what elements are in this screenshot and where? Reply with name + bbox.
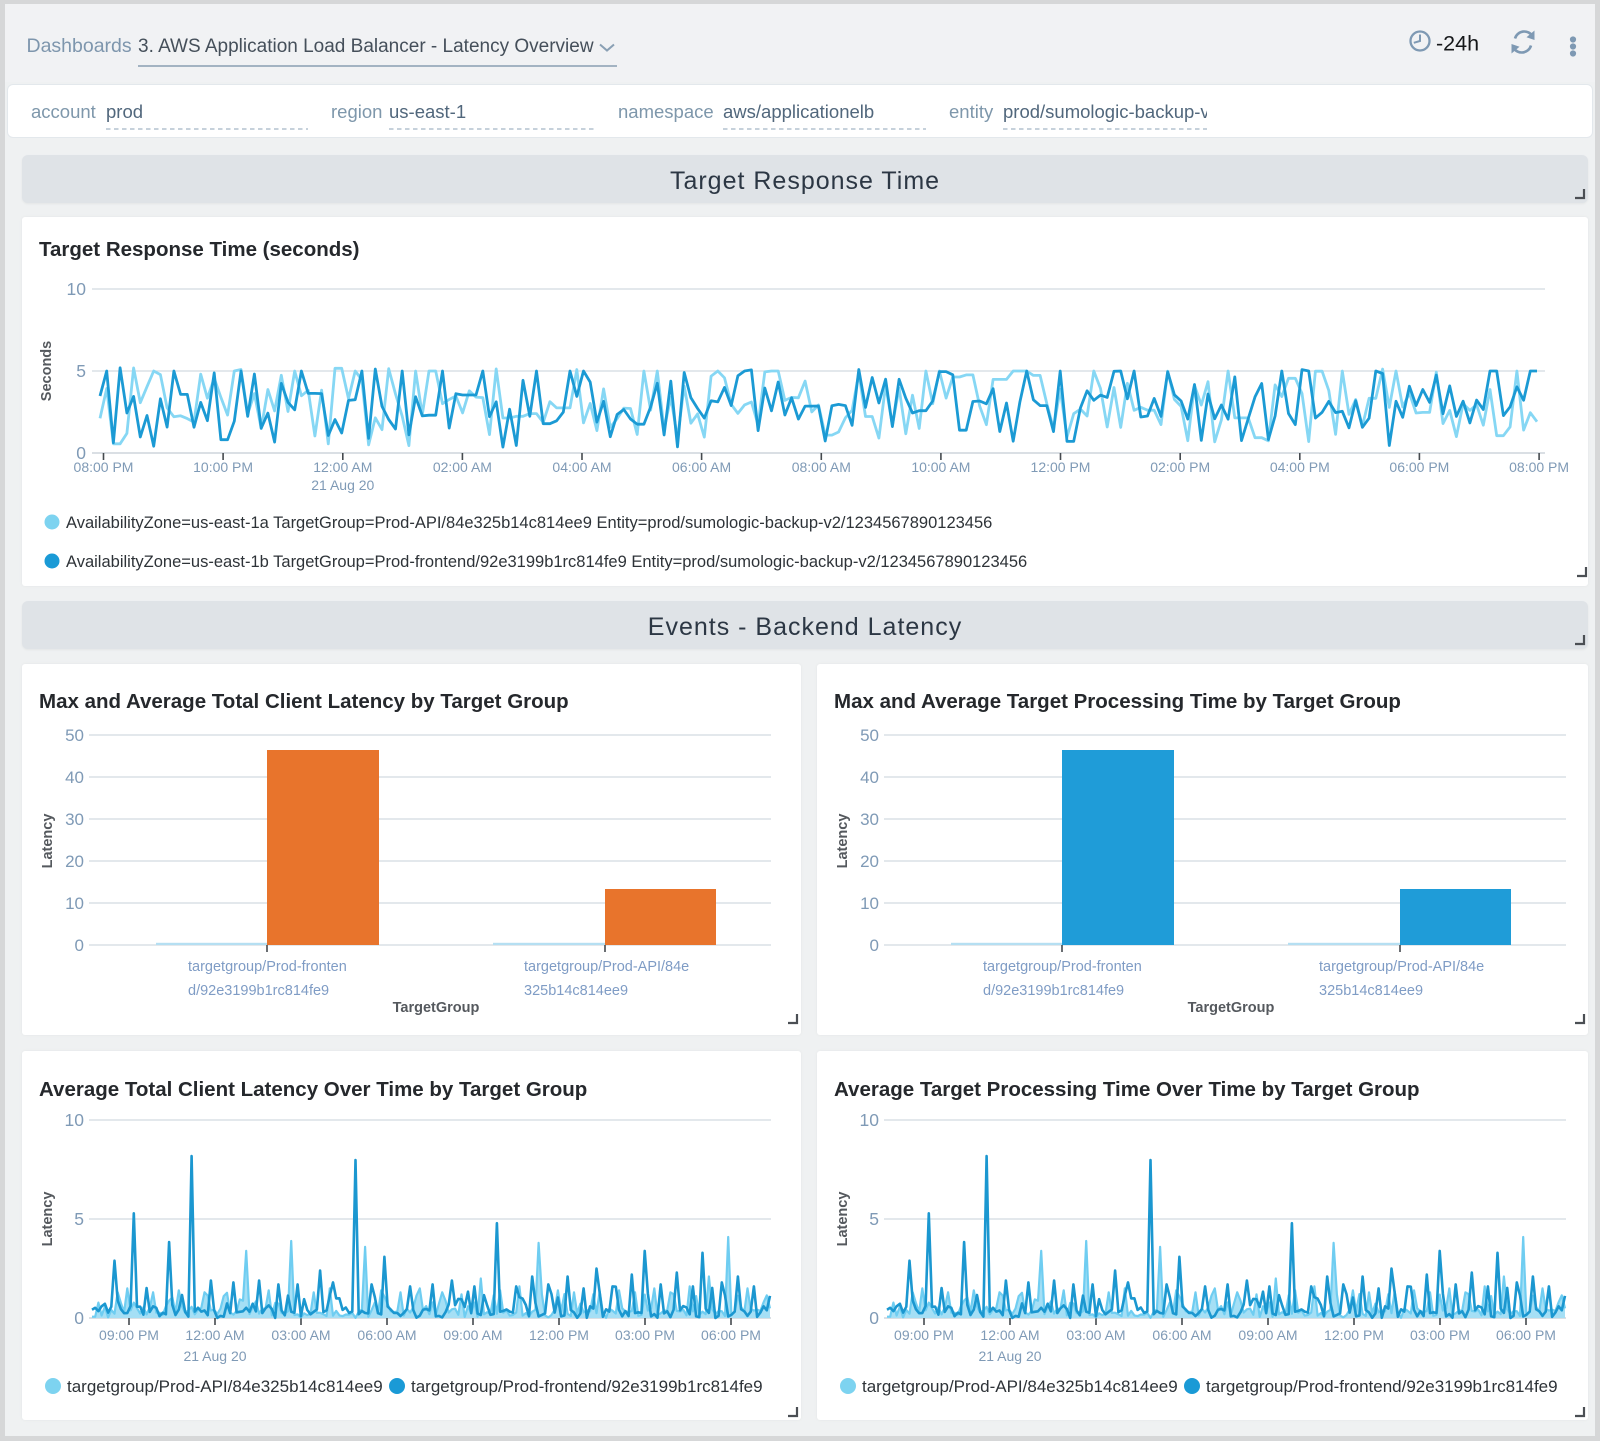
svg-text:09:00 AM: 09:00 AM — [1238, 1327, 1297, 1343]
svg-text:AvailabilityZone=us-east-1b Ta: AvailabilityZone=us-east-1b TargetGroup=… — [66, 553, 1027, 571]
svg-text:Latency: Latency — [40, 1192, 56, 1247]
svg-text:10: 10 — [860, 1110, 880, 1130]
svg-text:09:00 PM: 09:00 PM — [894, 1327, 954, 1343]
svg-text:12:00 AM: 12:00 AM — [313, 459, 372, 475]
svg-text:50: 50 — [65, 726, 84, 745]
svg-text:Dashboards: Dashboards — [27, 35, 132, 57]
svg-text:10: 10 — [65, 894, 84, 913]
svg-text:08:00 PM: 08:00 PM — [74, 459, 134, 475]
svg-text:5: 5 — [76, 361, 86, 381]
svg-text:03:00 PM: 03:00 PM — [615, 1327, 675, 1343]
svg-text:12:00 AM: 12:00 AM — [185, 1327, 244, 1343]
svg-text:Latency: Latency — [835, 1192, 851, 1247]
svg-text:20: 20 — [860, 852, 879, 871]
svg-text:TargetGroup: TargetGroup — [393, 1000, 480, 1016]
svg-text:12:00 PM: 12:00 PM — [1324, 1327, 1384, 1343]
svg-text:targetgroup/Prod-fronten: targetgroup/Prod-fronten — [188, 959, 347, 975]
svg-text:21 Aug 20: 21 Aug 20 — [183, 1348, 246, 1364]
svg-text:targetgroup/Prod-API/84e325b14: targetgroup/Prod-API/84e325b14c814ee9 — [67, 1377, 383, 1396]
svg-text:09:00 AM: 09:00 AM — [443, 1327, 502, 1343]
svg-text:30: 30 — [860, 810, 879, 829]
svg-text:06:00 PM: 06:00 PM — [701, 1327, 761, 1343]
svg-text:0: 0 — [75, 936, 84, 955]
svg-text:d/92e3199b1rc814fe9: d/92e3199b1rc814fe9 — [188, 983, 329, 999]
svg-text:-24h: -24h — [1436, 32, 1479, 56]
svg-text:Average Total Client Latency O: Average Total Client Latency Over Time b… — [39, 1078, 587, 1101]
svg-text:21 Aug 20: 21 Aug 20 — [311, 477, 374, 493]
svg-text:namespace: namespace — [618, 101, 714, 122]
svg-text:0: 0 — [76, 443, 86, 463]
svg-text:0: 0 — [74, 1308, 84, 1328]
svg-text:04:00 PM: 04:00 PM — [1270, 459, 1330, 475]
svg-text:12:00 PM: 12:00 PM — [1031, 459, 1091, 475]
svg-text:5: 5 — [869, 1209, 879, 1229]
svg-text:06:00 AM: 06:00 AM — [1152, 1327, 1211, 1343]
svg-text:20: 20 — [65, 852, 84, 871]
svg-text:40: 40 — [860, 768, 879, 787]
svg-text:03:00 PM: 03:00 PM — [1410, 1327, 1470, 1343]
svg-text:03:00 AM: 03:00 AM — [271, 1327, 330, 1343]
svg-text:d/92e3199b1rc814fe9: d/92e3199b1rc814fe9 — [983, 983, 1124, 999]
svg-text:Target Response Time (seconds): Target Response Time (seconds) — [39, 238, 360, 261]
svg-text:12:00 AM: 12:00 AM — [980, 1327, 1039, 1343]
svg-text:10:00 AM: 10:00 AM — [911, 459, 970, 475]
svg-text:targetgroup/Prod-frontend/92e3: targetgroup/Prod-frontend/92e3199b1rc814… — [1206, 1377, 1558, 1396]
svg-text:3. AWS Application Load Balanc: 3. AWS Application Load Balancer - Laten… — [138, 36, 594, 57]
svg-text:prod/sumologic-backup-v2/12345: prod/sumologic-backup-v2/12345 — [1003, 101, 1277, 122]
svg-text:us-east-1: us-east-1 — [389, 101, 466, 122]
svg-text:Average Target Processing Time: Average Target Processing Time Over Time… — [834, 1078, 1420, 1101]
svg-text:targetgroup/Prod-fronten: targetgroup/Prod-fronten — [983, 959, 1142, 975]
svg-text:10: 10 — [860, 894, 879, 913]
svg-text:40: 40 — [65, 768, 84, 787]
svg-text:21 Aug 20: 21 Aug 20 — [978, 1348, 1041, 1364]
svg-text:09:00 PM: 09:00 PM — [99, 1327, 159, 1343]
svg-text:Max and Average Total Client L: Max and Average Total Client Latency by … — [39, 690, 569, 713]
svg-text:02:00 PM: 02:00 PM — [1150, 459, 1210, 475]
svg-text:06:00 AM: 06:00 AM — [357, 1327, 416, 1343]
svg-text:Latency: Latency — [40, 814, 56, 869]
svg-text:08:00 AM: 08:00 AM — [792, 459, 851, 475]
svg-text:04:00 AM: 04:00 AM — [552, 459, 611, 475]
svg-text:TargetGroup: TargetGroup — [1188, 1000, 1275, 1016]
svg-text:Max and Average Target Process: Max and Average Target Processing Time b… — [834, 690, 1401, 713]
svg-text:06:00 PM: 06:00 PM — [1496, 1327, 1556, 1343]
svg-text:02:00 AM: 02:00 AM — [433, 459, 492, 475]
svg-text:targetgroup/Prod-frontend/92e3: targetgroup/Prod-frontend/92e3199b1rc814… — [411, 1377, 763, 1396]
svg-text:10:00 PM: 10:00 PM — [193, 459, 253, 475]
svg-text:account: account — [31, 101, 96, 122]
svg-text:targetgroup/Prod-API/84e: targetgroup/Prod-API/84e — [524, 959, 689, 975]
svg-text:0: 0 — [870, 936, 879, 955]
svg-text:aws/applicationelb: aws/applicationelb — [723, 101, 874, 122]
svg-text:12:00 PM: 12:00 PM — [529, 1327, 589, 1343]
svg-text:Latency: Latency — [835, 814, 851, 869]
svg-text:entity: entity — [949, 101, 994, 122]
svg-text:5: 5 — [74, 1209, 84, 1229]
svg-text:targetgroup/Prod-API/84e: targetgroup/Prod-API/84e — [1319, 959, 1484, 975]
svg-text:325b14c814ee9: 325b14c814ee9 — [524, 983, 628, 999]
svg-text:Seconds: Seconds — [39, 341, 55, 401]
svg-text:region: region — [331, 101, 382, 122]
svg-text:0: 0 — [869, 1308, 879, 1328]
svg-text:prod: prod — [106, 101, 143, 122]
svg-text:03:00 AM: 03:00 AM — [1066, 1327, 1125, 1343]
svg-text:06:00 PM: 06:00 PM — [1389, 459, 1449, 475]
svg-text:30: 30 — [65, 810, 84, 829]
svg-text:AvailabilityZone=us-east-1a Ta: AvailabilityZone=us-east-1a TargetGroup=… — [66, 514, 992, 532]
svg-text:325b14c814ee9: 325b14c814ee9 — [1319, 983, 1423, 999]
svg-text:targetgroup/Prod-API/84e325b14: targetgroup/Prod-API/84e325b14c814ee9 — [862, 1377, 1178, 1396]
svg-text:08:00 PM: 08:00 PM — [1509, 459, 1569, 475]
svg-text:06:00 AM: 06:00 AM — [672, 459, 731, 475]
svg-text:10: 10 — [67, 279, 87, 299]
svg-text:50: 50 — [860, 726, 879, 745]
svg-text:10: 10 — [65, 1110, 85, 1130]
